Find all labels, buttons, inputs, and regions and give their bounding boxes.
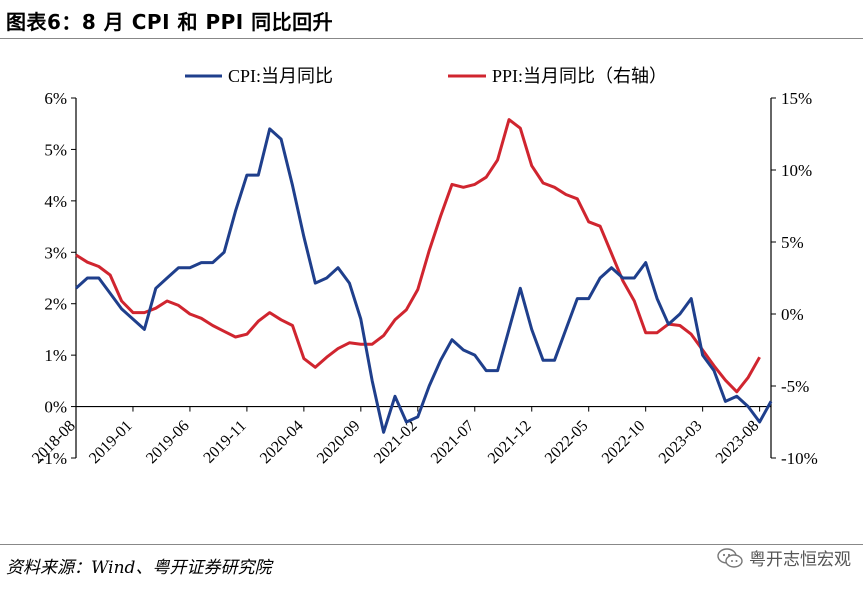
chart-title: 图表6：8 月 CPI 和 PPI 同比回升 <box>6 10 334 34</box>
x-tick-label: 2021-07 <box>428 417 478 467</box>
left-tick-label: 0% <box>44 398 67 417</box>
left-tick-label: 6% <box>44 89 67 108</box>
right-tick-label: 0% <box>781 305 804 324</box>
left-tick-label: 4% <box>44 192 67 211</box>
right-tick-label: -5% <box>781 377 809 396</box>
x-tick-label: 2021-02 <box>371 417 421 467</box>
x-tick-label: 2022-10 <box>599 417 649 467</box>
x-tick-label: 2020-09 <box>314 417 364 467</box>
wechat-icon <box>717 547 743 568</box>
top-rule <box>0 38 863 39</box>
left-tick-label: 1% <box>44 346 67 365</box>
legend: CPI:当月同比 PPI:当月同比（右轴） <box>185 66 667 86</box>
left-tick-label: -1% <box>39 449 67 468</box>
source-note: 资料来源：Wind、粤开证券研究院 <box>6 558 272 578</box>
legend-ppi-label: PPI:当月同比（右轴） <box>492 66 667 86</box>
left-tick-label: 5% <box>44 140 67 159</box>
cpi-series-line <box>74 127 773 434</box>
left-tick-label: 2% <box>44 295 67 314</box>
x-tick-label: 2019-11 <box>200 417 249 466</box>
watermark-label: 粤开志恒宏观 <box>749 550 851 570</box>
chart-svg: CPI:当月同比 PPI:当月同比（右轴） -1%0%1%2%3%4%5%6% … <box>29 66 818 468</box>
right-tick-label: 5% <box>781 233 804 252</box>
ppi-series-line <box>75 118 761 394</box>
right-tick-label: 15% <box>781 89 812 108</box>
watermark: 粤开志恒宏观 <box>717 545 851 570</box>
bottom-rule <box>0 544 863 545</box>
legend-cpi-label: CPI:当月同比 <box>228 66 333 86</box>
x-tick-label: 2019-06 <box>143 417 193 467</box>
x-tick-label: 2020-04 <box>257 417 307 467</box>
x-tick-label: 2023-03 <box>656 417 706 467</box>
left-tick-label: 3% <box>44 243 67 262</box>
right-tick-label: -10% <box>781 449 818 468</box>
x-tick-label: 2021-12 <box>485 417 535 467</box>
x-tick-label: 2019-01 <box>86 417 136 467</box>
right-tick-label: 10% <box>781 161 812 180</box>
x-tick-label: 2022-05 <box>542 417 592 467</box>
x-tick-label: 2023-08 <box>713 417 763 467</box>
